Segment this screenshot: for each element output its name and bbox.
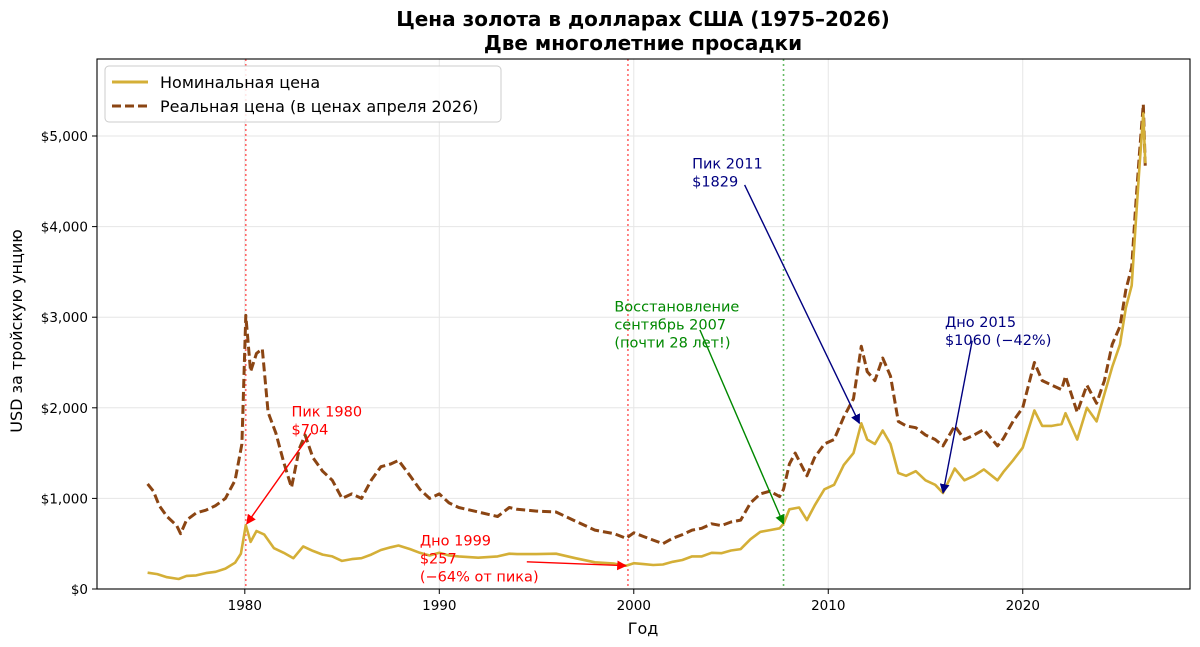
annotation-text: Восстановление <box>614 299 739 315</box>
annotation-arrow <box>744 184 861 425</box>
legend-label: Номинальная цена <box>160 73 320 92</box>
x-tick-label: 2000 <box>617 598 651 614</box>
chart-title: Цена золота в долларах США (1975–2026) <box>396 7 890 31</box>
x-tick-label: 1990 <box>422 598 456 614</box>
legend: Номинальная цена Реальная цена (в ценах а… <box>104 65 502 123</box>
annotation-text: сентябрь 2007 <box>614 317 726 333</box>
annotation-text: $1060 (−42%) <box>945 333 1051 349</box>
annotation-text: $257 <box>420 552 457 568</box>
plot-frame <box>96 58 1191 590</box>
legend-box <box>104 65 502 123</box>
annotation-arrow <box>526 560 627 571</box>
y-axis-label: USD за тройскую унцию <box>7 229 26 433</box>
annotation-arrow <box>939 340 973 494</box>
annotation-text: Дно 2015 <box>945 315 1016 331</box>
annotation-text: (−64% от пика) <box>420 570 539 586</box>
nominal-price-line <box>147 112 1147 581</box>
annotation-text: $704 <box>291 422 328 438</box>
annotation-text: Пик 2011 <box>692 157 763 173</box>
annotations: Пик 1980 $704 Дно 1999 $257 (−64% от пика) Во… <box>246 157 1051 586</box>
y-tick-label: $4,000 <box>41 220 88 236</box>
x-axis-label: Год <box>628 619 659 638</box>
y-tick-label: $3,000 <box>41 310 88 326</box>
legend-label: Реальная цена (в ценах апреля 2026) <box>160 97 479 116</box>
x-tick-label: 2020 <box>1006 598 1040 614</box>
y-tick-label: $0 <box>71 582 88 598</box>
annotation-text: (почти 28 лет!) <box>614 335 730 351</box>
x-tick-label: 2010 <box>811 598 845 614</box>
y-tick-label: $1,000 <box>41 491 88 507</box>
annotation-text: Пик 1980 <box>291 404 362 420</box>
annotation-text: $1829 <box>692 175 738 191</box>
annotation-arrow <box>246 432 312 525</box>
x-tick-label: 1980 <box>228 598 262 614</box>
y-tick-label: $2,000 <box>41 401 88 417</box>
real-price-line <box>146 102 1147 546</box>
y-axis-ticks: $0 $1,000 $2,000 $3,000 $4,000 $5,000 <box>41 129 97 598</box>
y-tick-label: $5,000 <box>41 129 88 145</box>
x-axis-ticks: 1980 1990 2000 2010 2020 <box>228 589 1040 614</box>
series-layer <box>146 102 1147 581</box>
annotation-arrow <box>699 329 785 525</box>
annotation-text: Дно 1999 <box>420 534 491 550</box>
chart-subtitle: Две многолетние просадки <box>484 31 802 55</box>
